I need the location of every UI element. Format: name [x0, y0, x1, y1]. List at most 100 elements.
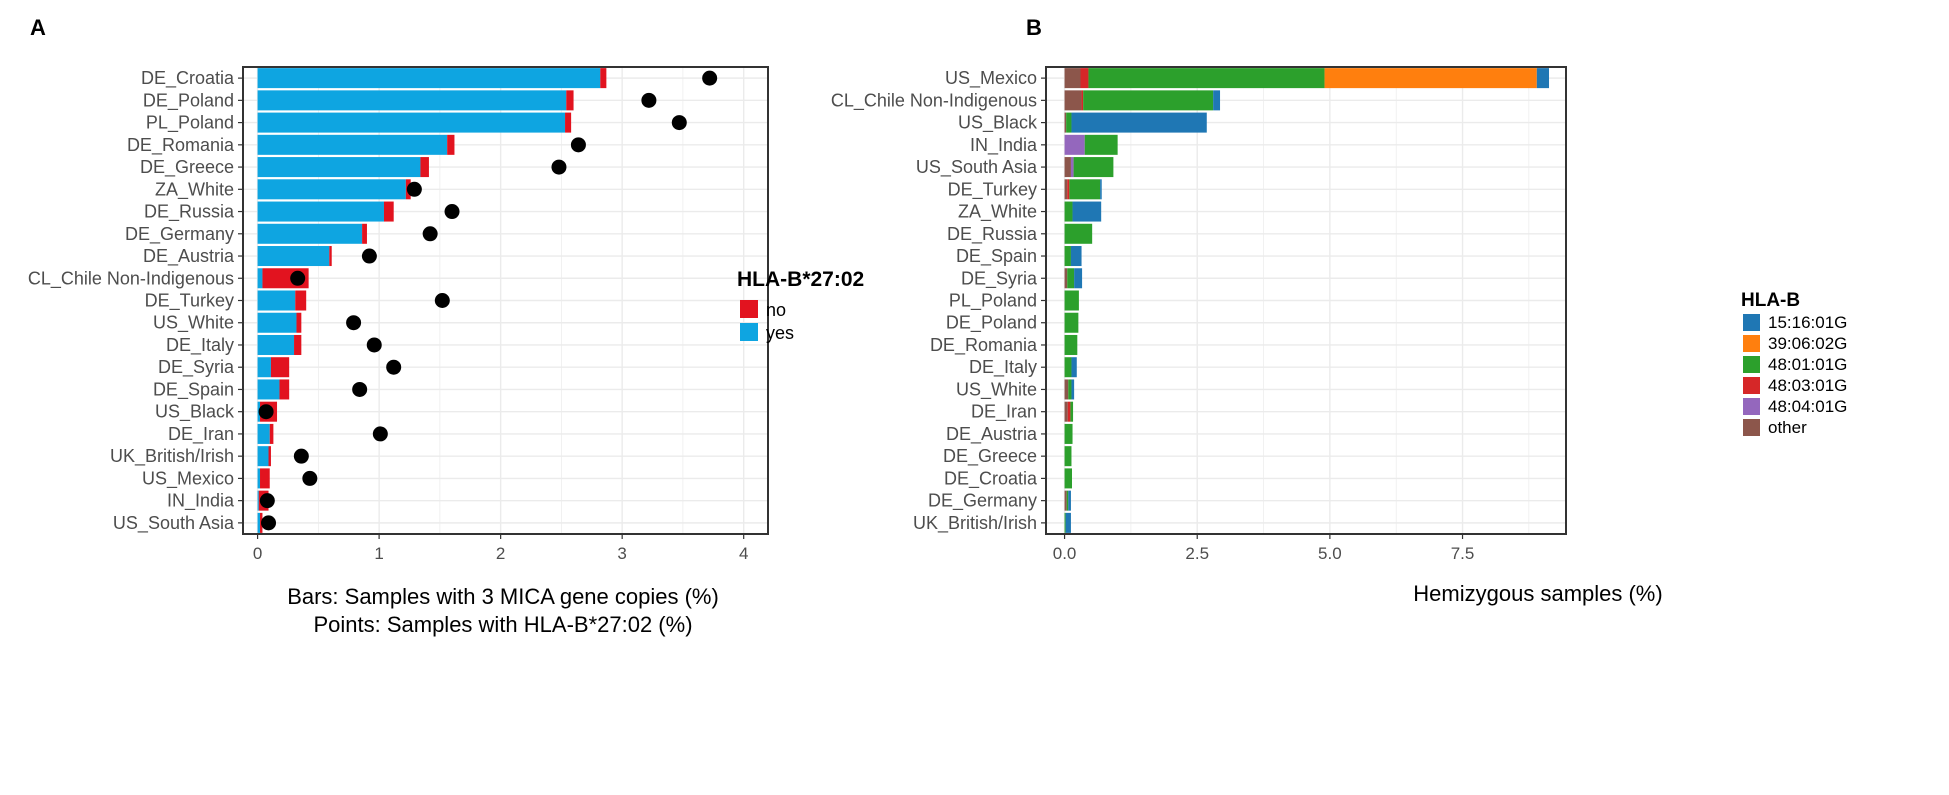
- category-label-us-white: US_White: [956, 379, 1037, 400]
- legend-b-swatch-39-06-02g: [1743, 335, 1760, 352]
- bar-us-south-asia-yes: [257, 512, 261, 533]
- category-label-uk-british-irish: UK_British/Irish: [110, 446, 234, 467]
- category-label-de-turkey: DE_Turkey: [145, 291, 234, 312]
- bar-us-white-no: [296, 312, 302, 333]
- bar-de-spain-15-16-01g: [1070, 246, 1082, 267]
- x-tick-label: 0.0: [1053, 544, 1077, 563]
- bar-us-black-15-16-01g: [1071, 112, 1207, 133]
- legend-b-label-48-04-01g: 48:04:01G: [1768, 397, 1847, 416]
- panel-b-gridlines: [1046, 67, 1566, 534]
- bar-cl-chile-non-indigenous-other: [1064, 90, 1082, 111]
- category-label-uk-british-irish: UK_British/Irish: [913, 513, 1037, 534]
- legend-a-yes-swatch: [740, 323, 758, 341]
- bar-de-iran-48-01-01g: [1070, 401, 1074, 422]
- bar-us-south-asia-48-04-01g: [1070, 157, 1074, 178]
- category-label-de-italy: DE_Italy: [969, 357, 1037, 378]
- panel-b-legend: HLA-B 15:16:01G 39:06:02G 48:01:01G 48:03:0…: [1741, 290, 1847, 437]
- bar-de-spain-48-01-01g: [1064, 246, 1071, 267]
- point-de-syria: [386, 359, 402, 375]
- bar-de-turkey-48-03-01g: [1067, 179, 1070, 200]
- bar-de-romania-48-01-01g: [1064, 334, 1078, 355]
- category-label-de-syria: DE_Syria: [158, 357, 235, 378]
- category-label-de-syria: DE_Syria: [961, 268, 1038, 289]
- bar-de-germany-48-01-01g: [1066, 490, 1069, 511]
- point-us-mexico: [302, 470, 318, 486]
- bar-de-croatia-48-01-01g: [1064, 468, 1072, 489]
- legend-b-label-15-16-01g: 15:16:01G: [1768, 313, 1847, 332]
- x-tick-label: 1: [374, 544, 383, 563]
- panel-b-x-title: Hemizygous samples (%): [1413, 581, 1662, 606]
- legend-b-label-39-06-02g: 39:06:02G: [1768, 334, 1847, 353]
- point-pl-poland: [671, 115, 687, 131]
- legend-b-label-48-03-01g: 48:03:01G: [1768, 376, 1847, 395]
- bar-us-mexico-yes: [257, 468, 261, 489]
- category-label-us-white: US_White: [153, 313, 234, 334]
- panel-a-points: [258, 70, 718, 531]
- legend-b-swatch-48-03-01g: [1743, 377, 1760, 394]
- bar-uk-british-irish-no: [268, 446, 271, 467]
- legend-a-yes-label: yes: [766, 323, 794, 343]
- bar-uk-british-irish-48-01-01g: [1064, 512, 1066, 533]
- bar-pl-poland-no: [565, 112, 572, 133]
- category-label-de-austria: DE_Austria: [946, 424, 1038, 445]
- bar-de-russia-yes: [257, 201, 384, 222]
- category-label-de-poland: DE_Poland: [946, 313, 1037, 334]
- bar-de-greece-48-01-01g: [1064, 446, 1072, 467]
- bar-us-black-other: [1064, 112, 1067, 133]
- category-label-de-austria: DE_Austria: [143, 246, 235, 267]
- bar-us-mexico-15-16-01g: [1536, 68, 1550, 89]
- bar-de-poland-yes: [257, 90, 567, 111]
- bar-de-iran-no: [269, 423, 274, 444]
- bar-us-mexico-48-01-01g: [1088, 68, 1325, 89]
- category-label-de-croatia: DE_Croatia: [944, 468, 1038, 489]
- point-de-spain: [352, 381, 368, 397]
- bar-de-greece-yes: [257, 157, 421, 178]
- legend-b-swatch-48-01-01g: [1743, 356, 1760, 373]
- bar-us-south-asia-other: [1064, 157, 1071, 178]
- point-de-romania: [570, 137, 586, 153]
- point-in-india: [259, 493, 275, 509]
- category-label-pl-poland: PL_Poland: [949, 291, 1037, 312]
- panel-a-category-labels: DE_CroatiaDE_PolandPL_PolandDE_RomaniaDE…: [28, 68, 243, 534]
- bar-us-white-other: [1064, 379, 1069, 400]
- category-label-us-south-asia: US_South Asia: [113, 513, 235, 534]
- bar-uk-british-irish-15-16-01g: [1065, 512, 1071, 533]
- bar-de-germany-no: [362, 223, 367, 244]
- bar-us-mexico-no: [260, 468, 270, 489]
- point-uk-british-irish: [293, 448, 309, 464]
- bar-de-spain-yes: [257, 379, 280, 400]
- bar-us-black-48-01-01g: [1066, 112, 1072, 133]
- bar-us-white-15-16-01g: [1071, 379, 1075, 400]
- point-de-austria: [361, 248, 377, 264]
- category-label-de-spain: DE_Spain: [956, 246, 1037, 267]
- bar-de-italy-yes: [257, 334, 295, 355]
- panel-a-x-title-line1: Bars: Samples with 3 MICA gene copies (%…: [287, 584, 719, 609]
- bar-za-white-15-16-01g: [1072, 201, 1102, 222]
- legend-a-no-swatch: [740, 300, 758, 318]
- bar-de-austria-yes: [257, 246, 330, 267]
- bar-in-india-yes: [257, 490, 259, 511]
- point-de-italy: [366, 337, 382, 353]
- bar-de-austria-48-01-01g: [1064, 423, 1073, 444]
- category-label-de-greece: DE_Greece: [140, 157, 234, 178]
- x-tick-label: 4: [739, 544, 748, 563]
- bar-de-romania-yes: [257, 134, 448, 155]
- category-label-de-spain: DE_Spain: [153, 379, 234, 400]
- legend-b-swatch-15-16-01g: [1743, 314, 1760, 331]
- bar-de-iran-yes: [257, 423, 270, 444]
- category-label-de-italy: DE_Italy: [166, 335, 234, 356]
- bar-za-white-yes: [257, 179, 406, 200]
- bar-de-syria-15-16-01g: [1074, 268, 1083, 289]
- legend-b-swatch-48-04-01g: [1743, 398, 1760, 415]
- legend-b-title: HLA-B: [1741, 290, 1800, 311]
- bar-de-russia-48-01-01g: [1064, 223, 1093, 244]
- category-label-za-white: ZA_White: [155, 179, 234, 200]
- bar-cl-chile-non-indigenous-yes: [257, 268, 263, 289]
- category-label-pl-poland: PL_Poland: [146, 113, 234, 134]
- bar-in-india-48-04-01g: [1064, 134, 1085, 155]
- category-label-cl-chile-non-indigenous: CL_Chile Non-Indigenous: [831, 90, 1037, 111]
- point-us-black: [258, 404, 274, 420]
- point-de-turkey: [434, 293, 450, 308]
